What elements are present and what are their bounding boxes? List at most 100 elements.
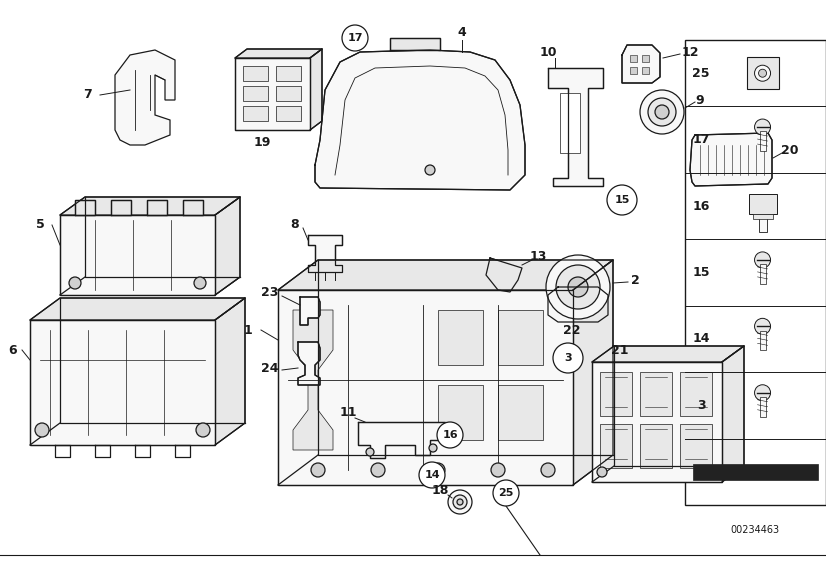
Text: 5: 5 (36, 218, 45, 231)
Polygon shape (75, 200, 95, 215)
Polygon shape (111, 200, 131, 215)
Text: 16: 16 (692, 200, 710, 213)
Circle shape (419, 462, 445, 488)
Bar (600, 372, 632, 416)
Bar (640, 372, 672, 416)
Text: 8: 8 (291, 218, 299, 231)
Text: 3: 3 (564, 353, 572, 363)
Bar (752, 214, 772, 219)
Bar (498, 385, 543, 440)
Text: 1: 1 (244, 324, 253, 336)
Circle shape (758, 69, 767, 77)
Text: 23: 23 (261, 287, 278, 300)
Circle shape (754, 385, 771, 401)
Text: 25: 25 (498, 488, 514, 498)
Bar (592, 362, 722, 482)
Polygon shape (298, 342, 320, 385)
Circle shape (429, 444, 437, 452)
Text: 24: 24 (261, 361, 278, 374)
Polygon shape (622, 45, 660, 83)
Circle shape (366, 448, 374, 456)
Polygon shape (358, 422, 445, 458)
Bar (243, 86, 268, 101)
Text: 13: 13 (529, 249, 547, 262)
Bar (680, 424, 712, 468)
Circle shape (754, 119, 771, 135)
Text: 14: 14 (692, 332, 710, 345)
Polygon shape (60, 197, 240, 215)
Text: 9: 9 (695, 93, 705, 106)
Bar (498, 310, 543, 365)
Polygon shape (308, 235, 342, 272)
Bar (60, 215, 215, 295)
Polygon shape (300, 297, 320, 325)
Circle shape (35, 423, 49, 437)
Circle shape (754, 252, 771, 268)
Circle shape (196, 423, 210, 437)
Circle shape (568, 277, 588, 297)
Text: 11: 11 (339, 405, 357, 419)
Bar (278, 290, 573, 485)
Text: 16: 16 (442, 430, 458, 440)
Text: 3: 3 (696, 399, 705, 412)
Polygon shape (315, 50, 525, 190)
Circle shape (648, 98, 676, 126)
Circle shape (448, 490, 472, 514)
Text: 25: 25 (692, 67, 710, 79)
Circle shape (371, 463, 385, 477)
Text: 6: 6 (9, 343, 17, 356)
Circle shape (707, 467, 717, 477)
Text: 21: 21 (611, 343, 629, 356)
Polygon shape (548, 287, 608, 322)
Circle shape (453, 495, 467, 509)
Polygon shape (690, 133, 772, 186)
Circle shape (437, 422, 463, 448)
Polygon shape (548, 68, 603, 186)
Bar (748, 194, 776, 214)
Bar (760, 131, 766, 151)
Bar (276, 86, 301, 101)
Text: 15: 15 (692, 266, 710, 279)
Bar (640, 424, 672, 468)
Bar (243, 106, 268, 121)
Circle shape (493, 480, 519, 506)
Bar (630, 67, 637, 74)
Polygon shape (115, 50, 175, 145)
Circle shape (491, 463, 505, 477)
Text: 17: 17 (692, 133, 710, 146)
Text: 17: 17 (347, 33, 363, 43)
Bar (685, 40, 826, 505)
Bar (276, 106, 301, 121)
Bar (693, 464, 818, 480)
Polygon shape (310, 49, 322, 130)
Text: 7: 7 (83, 89, 93, 102)
Bar (276, 66, 301, 81)
Bar (760, 397, 766, 416)
Bar (630, 55, 637, 62)
Bar (438, 310, 483, 365)
Circle shape (342, 25, 368, 51)
Polygon shape (390, 38, 440, 50)
Text: 00234463: 00234463 (730, 525, 780, 535)
Text: 22: 22 (563, 324, 581, 336)
Circle shape (425, 165, 435, 175)
Polygon shape (573, 260, 613, 485)
Bar (758, 214, 767, 232)
Text: 18: 18 (431, 484, 449, 496)
Polygon shape (235, 49, 322, 58)
Bar (600, 424, 632, 468)
Polygon shape (30, 298, 245, 320)
Circle shape (556, 265, 600, 309)
Circle shape (553, 343, 583, 373)
Circle shape (311, 463, 325, 477)
Text: 2: 2 (630, 273, 639, 287)
Polygon shape (722, 346, 744, 482)
Bar (680, 372, 712, 416)
Bar (235, 58, 310, 130)
Bar (760, 331, 766, 350)
Polygon shape (183, 200, 203, 215)
Circle shape (655, 105, 669, 119)
Polygon shape (215, 298, 245, 445)
Circle shape (69, 277, 81, 289)
Polygon shape (60, 277, 240, 295)
